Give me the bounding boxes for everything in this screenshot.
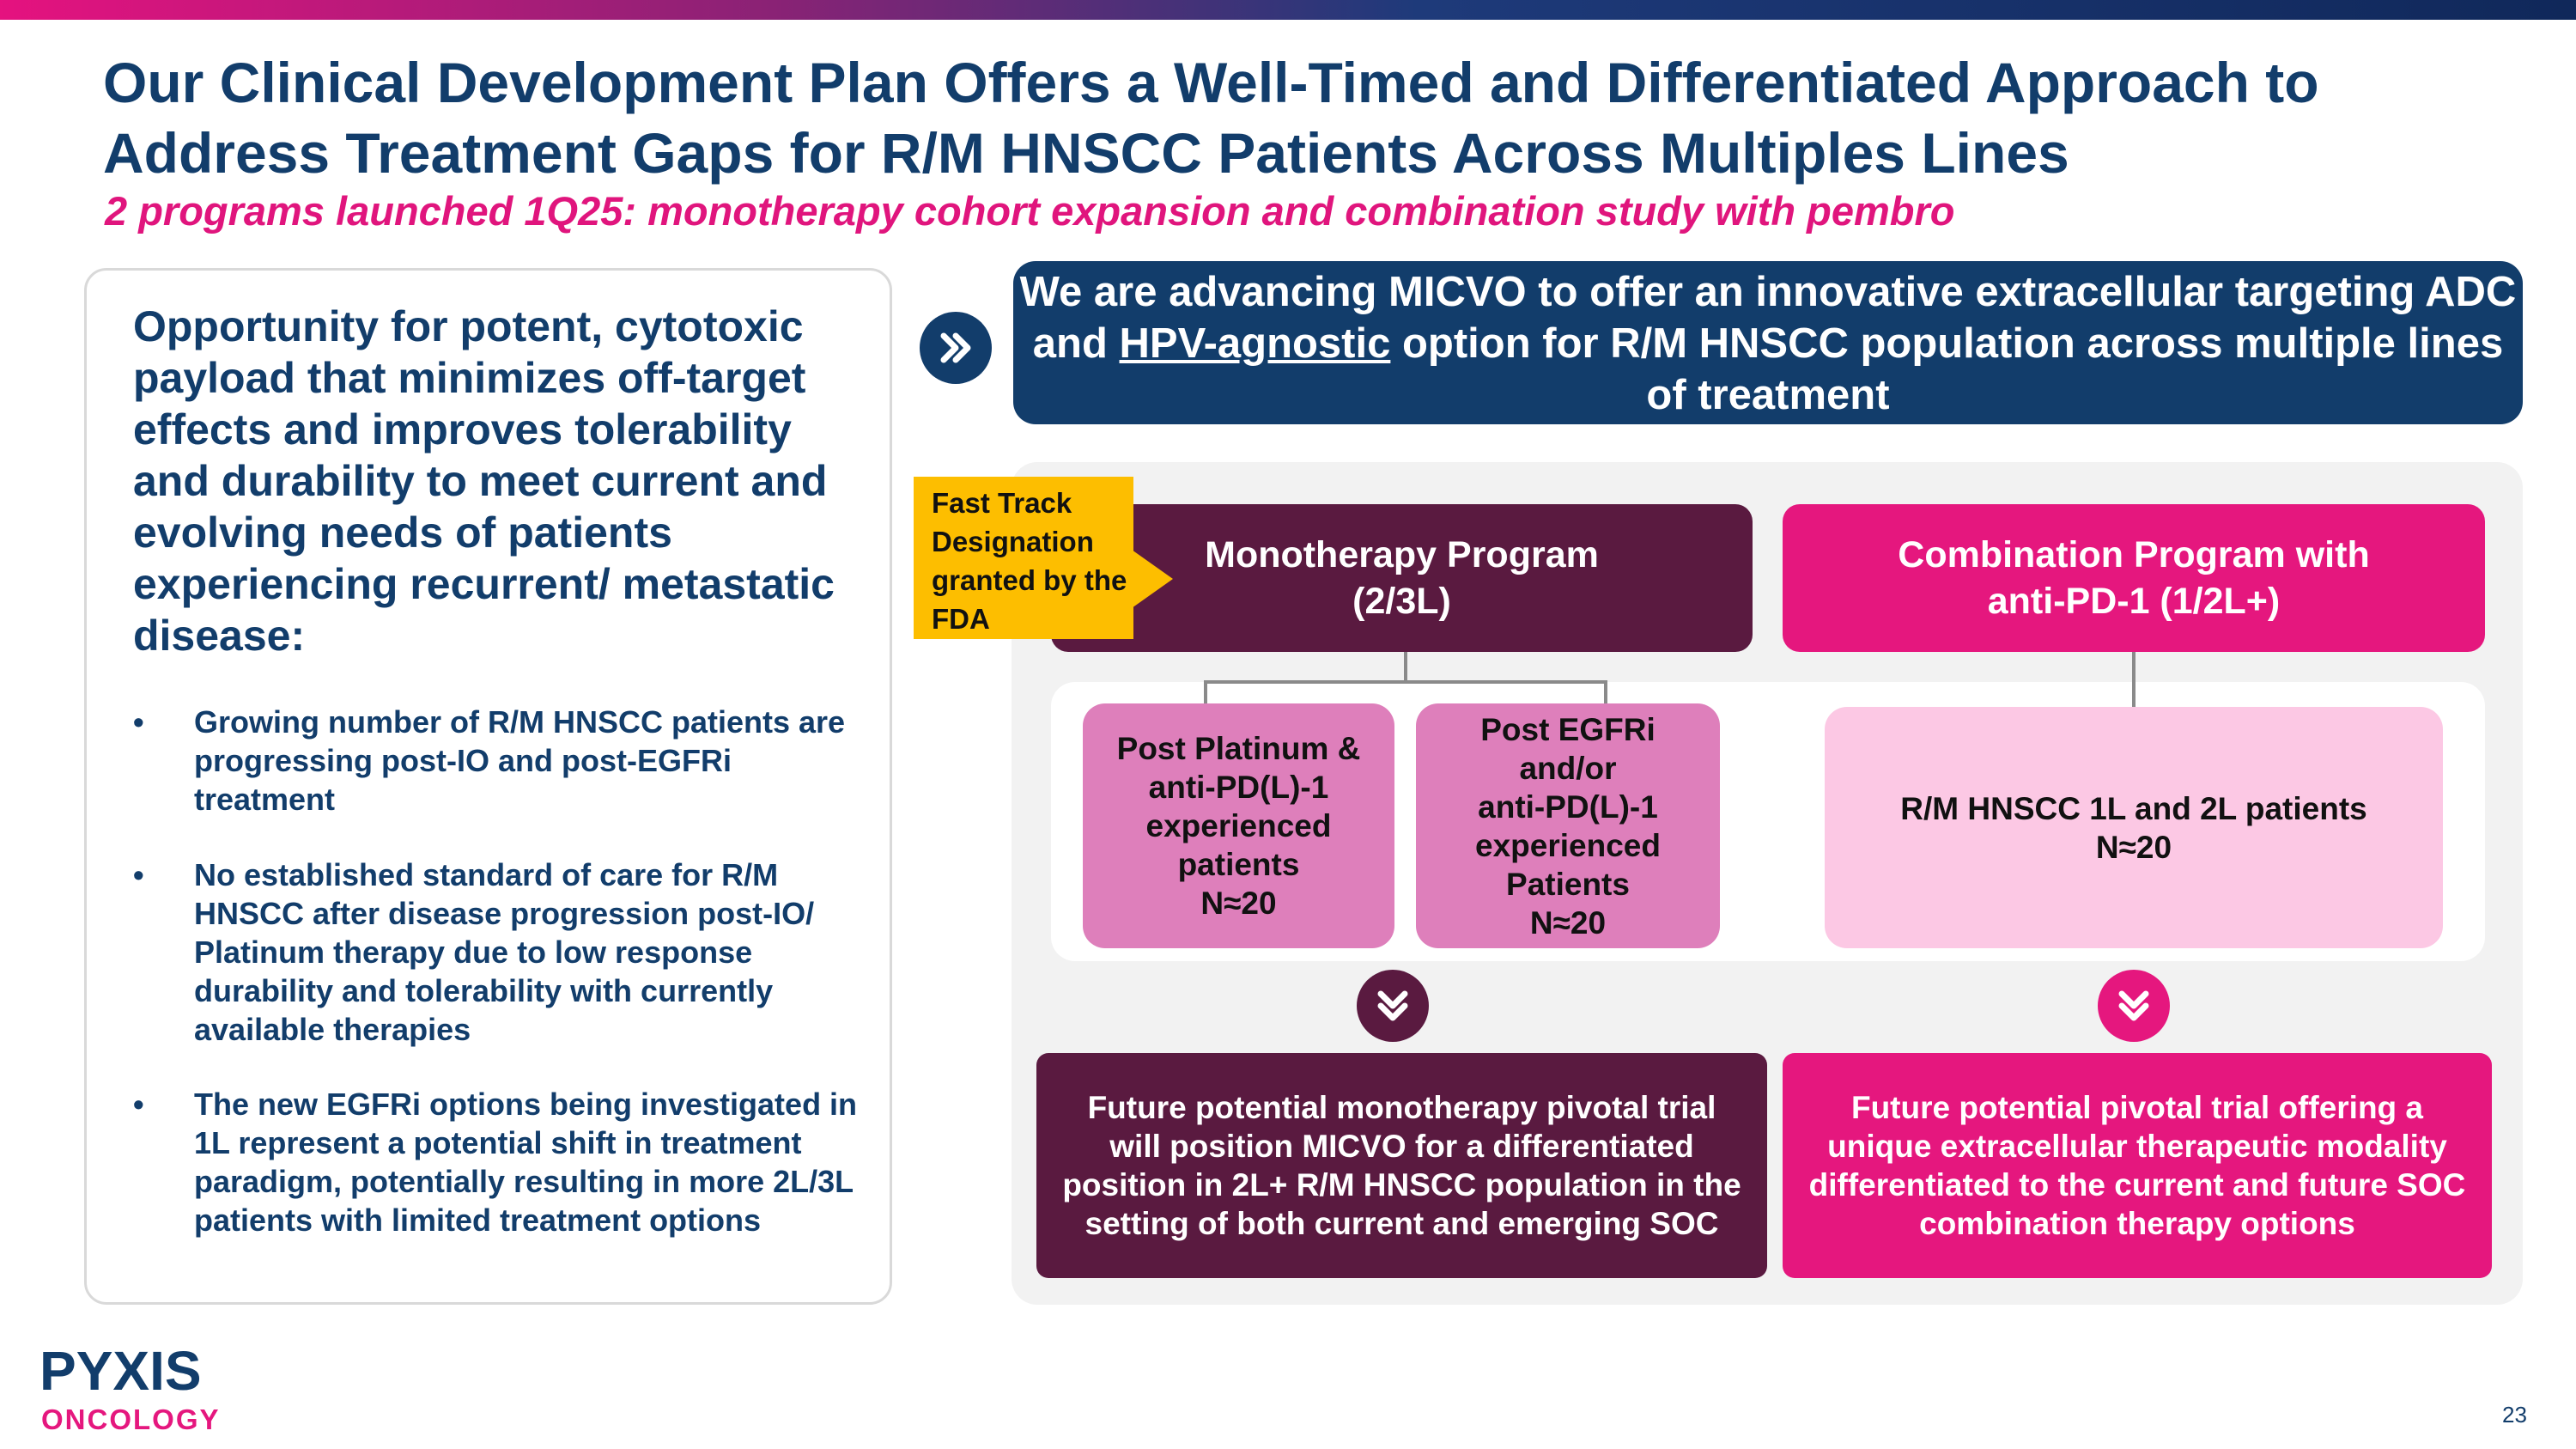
connector-line [1204,680,1607,684]
bullet-item: • The new EGFRi options being investigate… [133,1087,858,1238]
pyxis-oncology-logo: PYXIS ONCOLOGY [39,1340,221,1434]
page-number: 23 [2502,1402,2527,1428]
monotherapy-future-trial: Future potential monotherapy pivotal tri… [1036,1053,1767,1278]
combination-future-trial: Future potential pivotal trial offering … [1783,1053,2492,1278]
svg-text:PYXIS: PYXIS [39,1340,202,1402]
connector-line [2132,652,2136,707]
cohort-post-platinum: Post Platinum & anti-PD(L)-1 experienced pa… [1083,703,1394,948]
page-title: Our Clinical Development Plan Offers a W… [103,51,2319,185]
connector-line [1404,652,1407,682]
callout-pointer [1132,550,1173,608]
top-gradient-bar [0,0,2576,20]
fast-track-callout: Fast Track Designation granted by the FD… [914,477,1133,639]
connector-line [1604,680,1607,703]
connector-line [1204,680,1207,703]
opportunity-panel [84,268,892,1305]
monotherapy-program-header: Monotherapy Program (2/3L) [1051,504,1753,652]
double-chevron-right-icon [920,312,992,384]
bullet-item: • No established standard of care for R/M… [133,857,815,1047]
cohort-combination: R/M HNSCC 1L and 2L patients N≈20 [1825,707,2443,948]
double-chevron-down-icon [2098,970,2170,1042]
svg-text:ONCOLOGY: ONCOLOGY [41,1403,221,1434]
bullet-item: • Growing number of R/M HNSCC patients ar… [133,704,846,817]
opportunity-heading: Opportunity for potent, cytotoxic payloa… [133,302,835,660]
page-subtitle: 2 programs launched 1Q25: monotherapy co… [105,188,1955,234]
combination-program-header: Combination Program with anti-PD-1 (1/2L+… [1783,504,2485,652]
mission-banner: We are advancing MICVO to offer an innov… [1013,261,2523,424]
double-chevron-down-icon [1357,970,1429,1042]
cohort-post-egfri: Post EGFRi and/or anti-PD(L)-1 experienced P… [1416,703,1720,948]
